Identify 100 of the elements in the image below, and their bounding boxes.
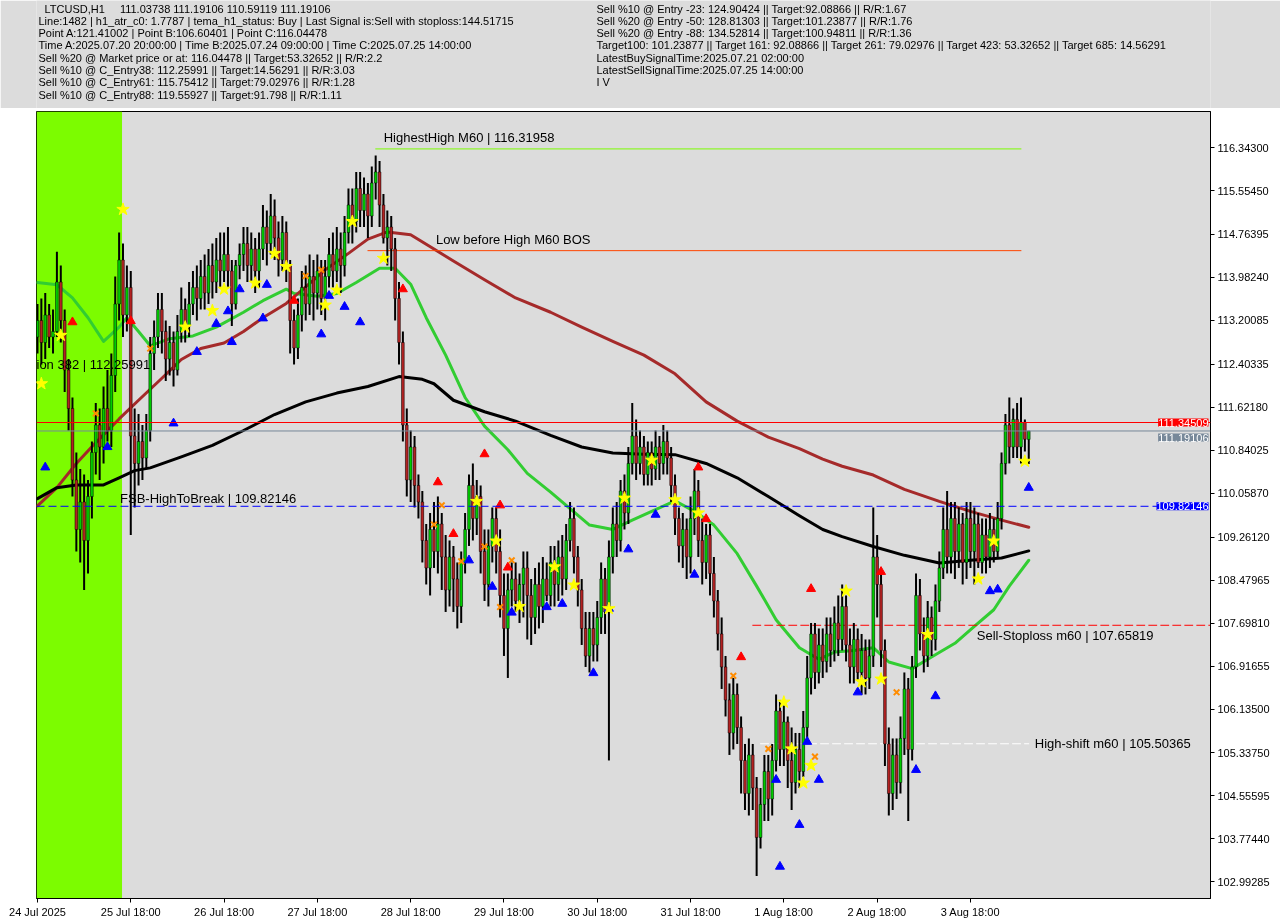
point	[512, 599, 527, 613]
text: Sell %10 @ C_Entry38: 112.25991 || Target:14.56291 || R/R:3.03	[38, 64, 355, 76]
point	[318, 298, 332, 311]
candlestick	[358, 171, 362, 228]
text: Line:1482 | h1_atr_c0: 1.7787 | tema_h1_status: Buy | Last Signal is:Sell with stoploss:144.51715	[38, 14, 514, 27]
x-tick-label: 3 Aug 18:00	[940, 905, 1000, 918]
point	[771, 774, 782, 783]
point	[463, 554, 474, 564]
series-label: HighestHigh M60 | 116.31958	[383, 129, 555, 145]
point	[852, 686, 863, 696]
point	[557, 598, 568, 607]
y-tick-label: 115.55450	[1217, 185, 1269, 197]
point	[645, 453, 659, 466]
x-tick-label: 26 Jul 18:00	[194, 905, 255, 918]
y-tick-label: 110.05870	[1217, 487, 1269, 500]
point	[257, 312, 268, 322]
point	[796, 776, 810, 789]
candlestick	[638, 429, 642, 476]
y-tick-label: 107.69810	[1217, 617, 1270, 630]
candlestick	[525, 550, 529, 641]
point	[921, 627, 935, 641]
point	[489, 534, 503, 547]
candlestick	[1023, 418, 1027, 453]
candlestick	[560, 533, 564, 597]
point	[930, 690, 941, 700]
point	[67, 316, 78, 326]
ref-line-label: 111.19106	[1158, 431, 1209, 444]
point	[289, 294, 300, 304]
candlestick	[210, 242, 215, 300]
point	[91, 409, 100, 418]
point	[330, 283, 344, 296]
text: Sell %20 @ Entry -88: 134.52814 || Target:100.94811 || R/R:1.36	[596, 27, 912, 40]
point	[345, 214, 360, 228]
candlestick	[331, 231, 335, 289]
candlestick	[311, 258, 316, 322]
point	[116, 202, 130, 216]
x-tick-label: 27 Jul 18:00	[287, 905, 348, 918]
point	[693, 461, 704, 471]
point	[376, 251, 391, 265]
point	[301, 272, 310, 280]
y-tick-label: 114.76395	[1217, 228, 1269, 241]
point	[355, 316, 366, 326]
y-tick-label: 113.20085	[1217, 314, 1269, 327]
x-tick-label: 24 Jul 2025	[9, 905, 66, 918]
point	[502, 561, 513, 571]
point	[567, 578, 581, 591]
candlestick	[521, 550, 526, 619]
series-label: High-shift m60 | 105.50365	[1034, 735, 1191, 751]
series-label: Sell-Stoploss m60 | 107.65819	[976, 628, 1154, 644]
text: Point A:121.41002 | Point B:106.60401 | Point C:116.04478	[38, 27, 328, 40]
point	[191, 346, 202, 355]
text: Time A:2025.07.20 20:00:00 | Time B:2025.07.24 09:00:00 | Time C:2025.07.25 14:00:00	[38, 39, 472, 52]
point	[279, 259, 293, 273]
candlestick	[183, 297, 187, 344]
x-tick-label: 29 Jul 18:00	[473, 905, 534, 918]
candlestick	[168, 324, 172, 377]
candlestick	[214, 236, 218, 294]
point	[802, 736, 813, 745]
point	[764, 745, 773, 753]
y-tick-label: 110.84025	[1217, 444, 1269, 457]
point	[222, 305, 233, 315]
y-tick-label: 102.99285	[1217, 875, 1270, 888]
point	[794, 819, 805, 828]
y-tick-label: 109.26120	[1217, 531, 1270, 544]
point	[102, 441, 113, 451]
point	[248, 276, 262, 289]
candlestick	[797, 731, 802, 789]
point	[813, 774, 824, 783]
text: Sell %10 @ Entry -23: 124.90424 || Target:92.08866 || R/R:1.67	[596, 2, 907, 15]
chart-title: LTCUSD,H1	[44, 2, 105, 15]
text: Target100: 101.23877 || Target 161: 92.08866 || Target 261: 79.02976 || Target 423: 53.32652 || Target 685: 14.56291	[596, 39, 1166, 52]
point	[992, 583, 1003, 593]
point	[339, 301, 350, 310]
text: LatestBuySignalTime:2025.07.21 02:00:00	[596, 51, 805, 64]
point	[623, 543, 634, 553]
y-tick-label: 111.62180	[1217, 401, 1268, 414]
point	[146, 344, 155, 353]
point	[40, 461, 51, 471]
point	[668, 492, 682, 506]
candlestick	[253, 236, 257, 294]
point	[777, 695, 791, 708]
y-tick-label: 106.91655	[1217, 660, 1270, 673]
candlestick	[859, 632, 864, 696]
candlestick	[339, 231, 343, 294]
y-tick-label: 103.77440	[1217, 832, 1270, 845]
point	[547, 559, 562, 573]
series-label: Low before High M60 BOS	[435, 231, 591, 247]
point	[784, 741, 799, 755]
candlestick	[307, 253, 312, 316]
point	[874, 672, 888, 685]
text: Sell %10 @ C_Entry61: 115.75412 || Target:79.02976 || R/R:1.28	[38, 76, 355, 89]
candlestick	[657, 434, 662, 481]
candlestick	[661, 423, 665, 476]
candlestick	[98, 407, 102, 481]
point	[617, 491, 632, 504]
x-tick-label: 30 Jul 18:00	[567, 905, 628, 918]
point	[892, 688, 901, 697]
candlestick	[537, 561, 541, 630]
candlestick	[549, 544, 553, 608]
point	[480, 542, 489, 551]
